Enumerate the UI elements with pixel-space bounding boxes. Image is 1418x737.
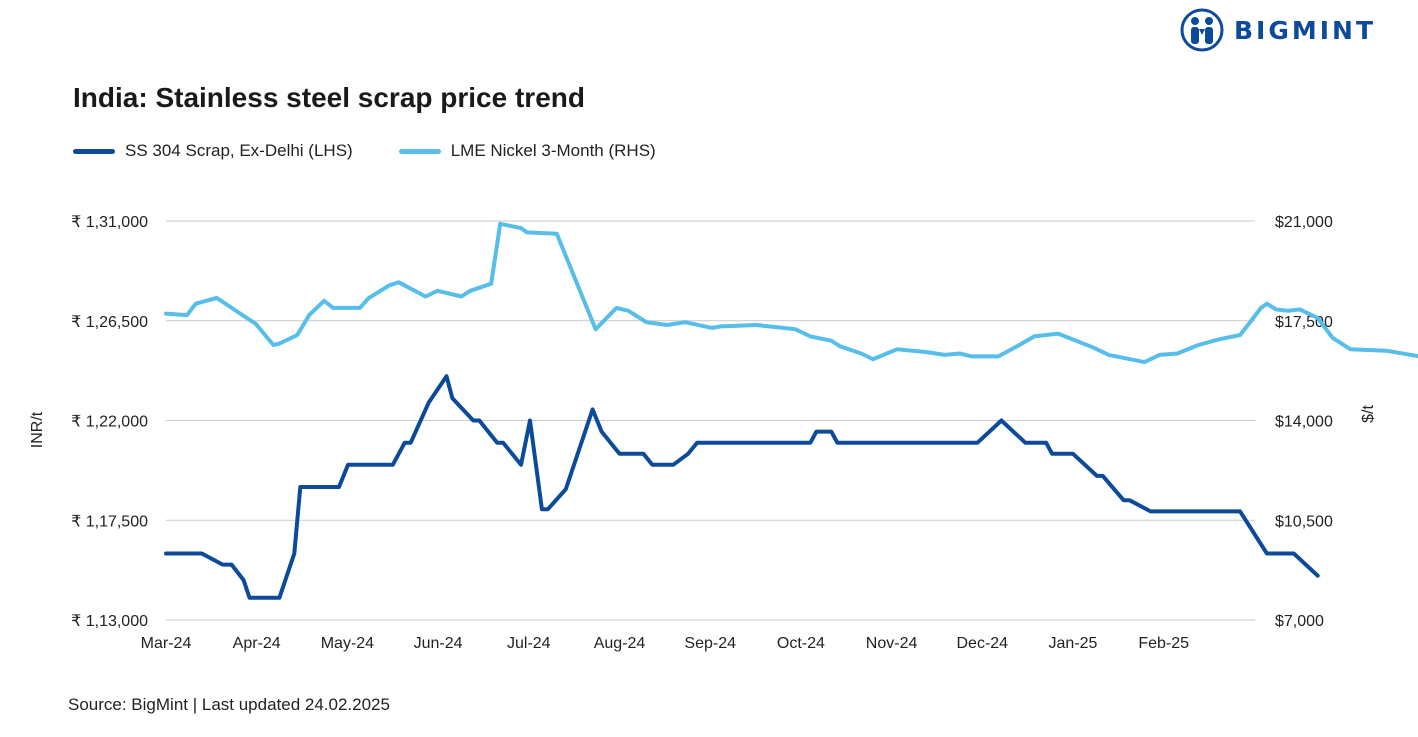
right-tick-label: $7,000 bbox=[1275, 613, 1324, 630]
right-tick-label: $14,000 bbox=[1275, 414, 1333, 431]
left-axis-title: INR/t bbox=[29, 411, 46, 448]
x-tick-label: Aug-24 bbox=[594, 635, 646, 652]
x-tick-label: Jul-24 bbox=[507, 635, 551, 652]
left-tick-label: ₹ 1,17,500 bbox=[71, 513, 148, 530]
right-tick-label: $10,500 bbox=[1275, 513, 1333, 530]
chart-title: India: Stainless steel scrap price trend bbox=[73, 82, 585, 113]
x-tick-label: Mar-24 bbox=[141, 635, 192, 652]
series-line-nickel bbox=[164, 221, 1418, 365]
left-tick-label: ₹ 1,26,500 bbox=[71, 314, 148, 331]
gridlines bbox=[166, 220, 1255, 621]
x-tick-label: Nov-24 bbox=[866, 635, 918, 652]
legend-label-nickel: LME Nickel 3-Month (RHS) bbox=[450, 141, 656, 160]
legend-label-ss304: SS 304 Scrap, Ex-Delhi (LHS) bbox=[125, 141, 353, 160]
series-lines bbox=[164, 221, 1418, 600]
legend-swatch-nickel bbox=[398, 148, 441, 154]
left-tick-label: ₹ 1,31,000 bbox=[71, 214, 148, 231]
x-tick-label: Oct-24 bbox=[777, 635, 825, 652]
legend-item-nickel: LME Nickel 3-Month (RHS) bbox=[398, 141, 656, 161]
chart-source: Source: BigMint | Last updated 24.02.202… bbox=[68, 695, 390, 714]
brand-logo: BIGMINT bbox=[1180, 8, 1376, 52]
right-axis-title: $/t bbox=[1360, 405, 1377, 423]
chart-legend: SS 304 Scrap, Ex-Delhi (LHS) LME Nickel … bbox=[73, 141, 656, 161]
x-tick-label: Apr-24 bbox=[233, 635, 281, 652]
legend-item-ss304: SS 304 Scrap, Ex-Delhi (LHS) bbox=[73, 141, 353, 161]
x-tick-label: Sep-24 bbox=[684, 635, 736, 652]
x-axis-ticks: Mar-24 Apr-24 May-24 Jun-24 Jul-24 Aug-24 Sep-… bbox=[141, 635, 1189, 652]
left-tick-label: ₹ 1,13,000 bbox=[71, 613, 148, 630]
brand-name: BIGMINT bbox=[1234, 15, 1377, 45]
left-axis-ticks: ₹ 1,13,000 ₹ 1,17,500 ₹ 1,22,000 ₹ 1,26,500… bbox=[71, 214, 148, 630]
right-axis-ticks: $7,000$10,500$14,000$17,500$21,000 bbox=[1275, 214, 1333, 630]
x-tick-label: Dec-24 bbox=[957, 635, 1009, 652]
series-line-ss304 bbox=[164, 374, 1320, 600]
people-circle-icon bbox=[1180, 8, 1224, 52]
x-tick-label: May-24 bbox=[321, 635, 374, 652]
x-tick-label: Jun-24 bbox=[414, 635, 463, 652]
x-tick-label: Jan-25 bbox=[1049, 635, 1098, 652]
left-tick-label: ₹ 1,22,000 bbox=[71, 414, 148, 431]
legend-swatch-ss304 bbox=[73, 148, 115, 154]
x-tick-label: Feb-25 bbox=[1138, 635, 1189, 652]
right-tick-label: $21,000 bbox=[1275, 214, 1333, 231]
